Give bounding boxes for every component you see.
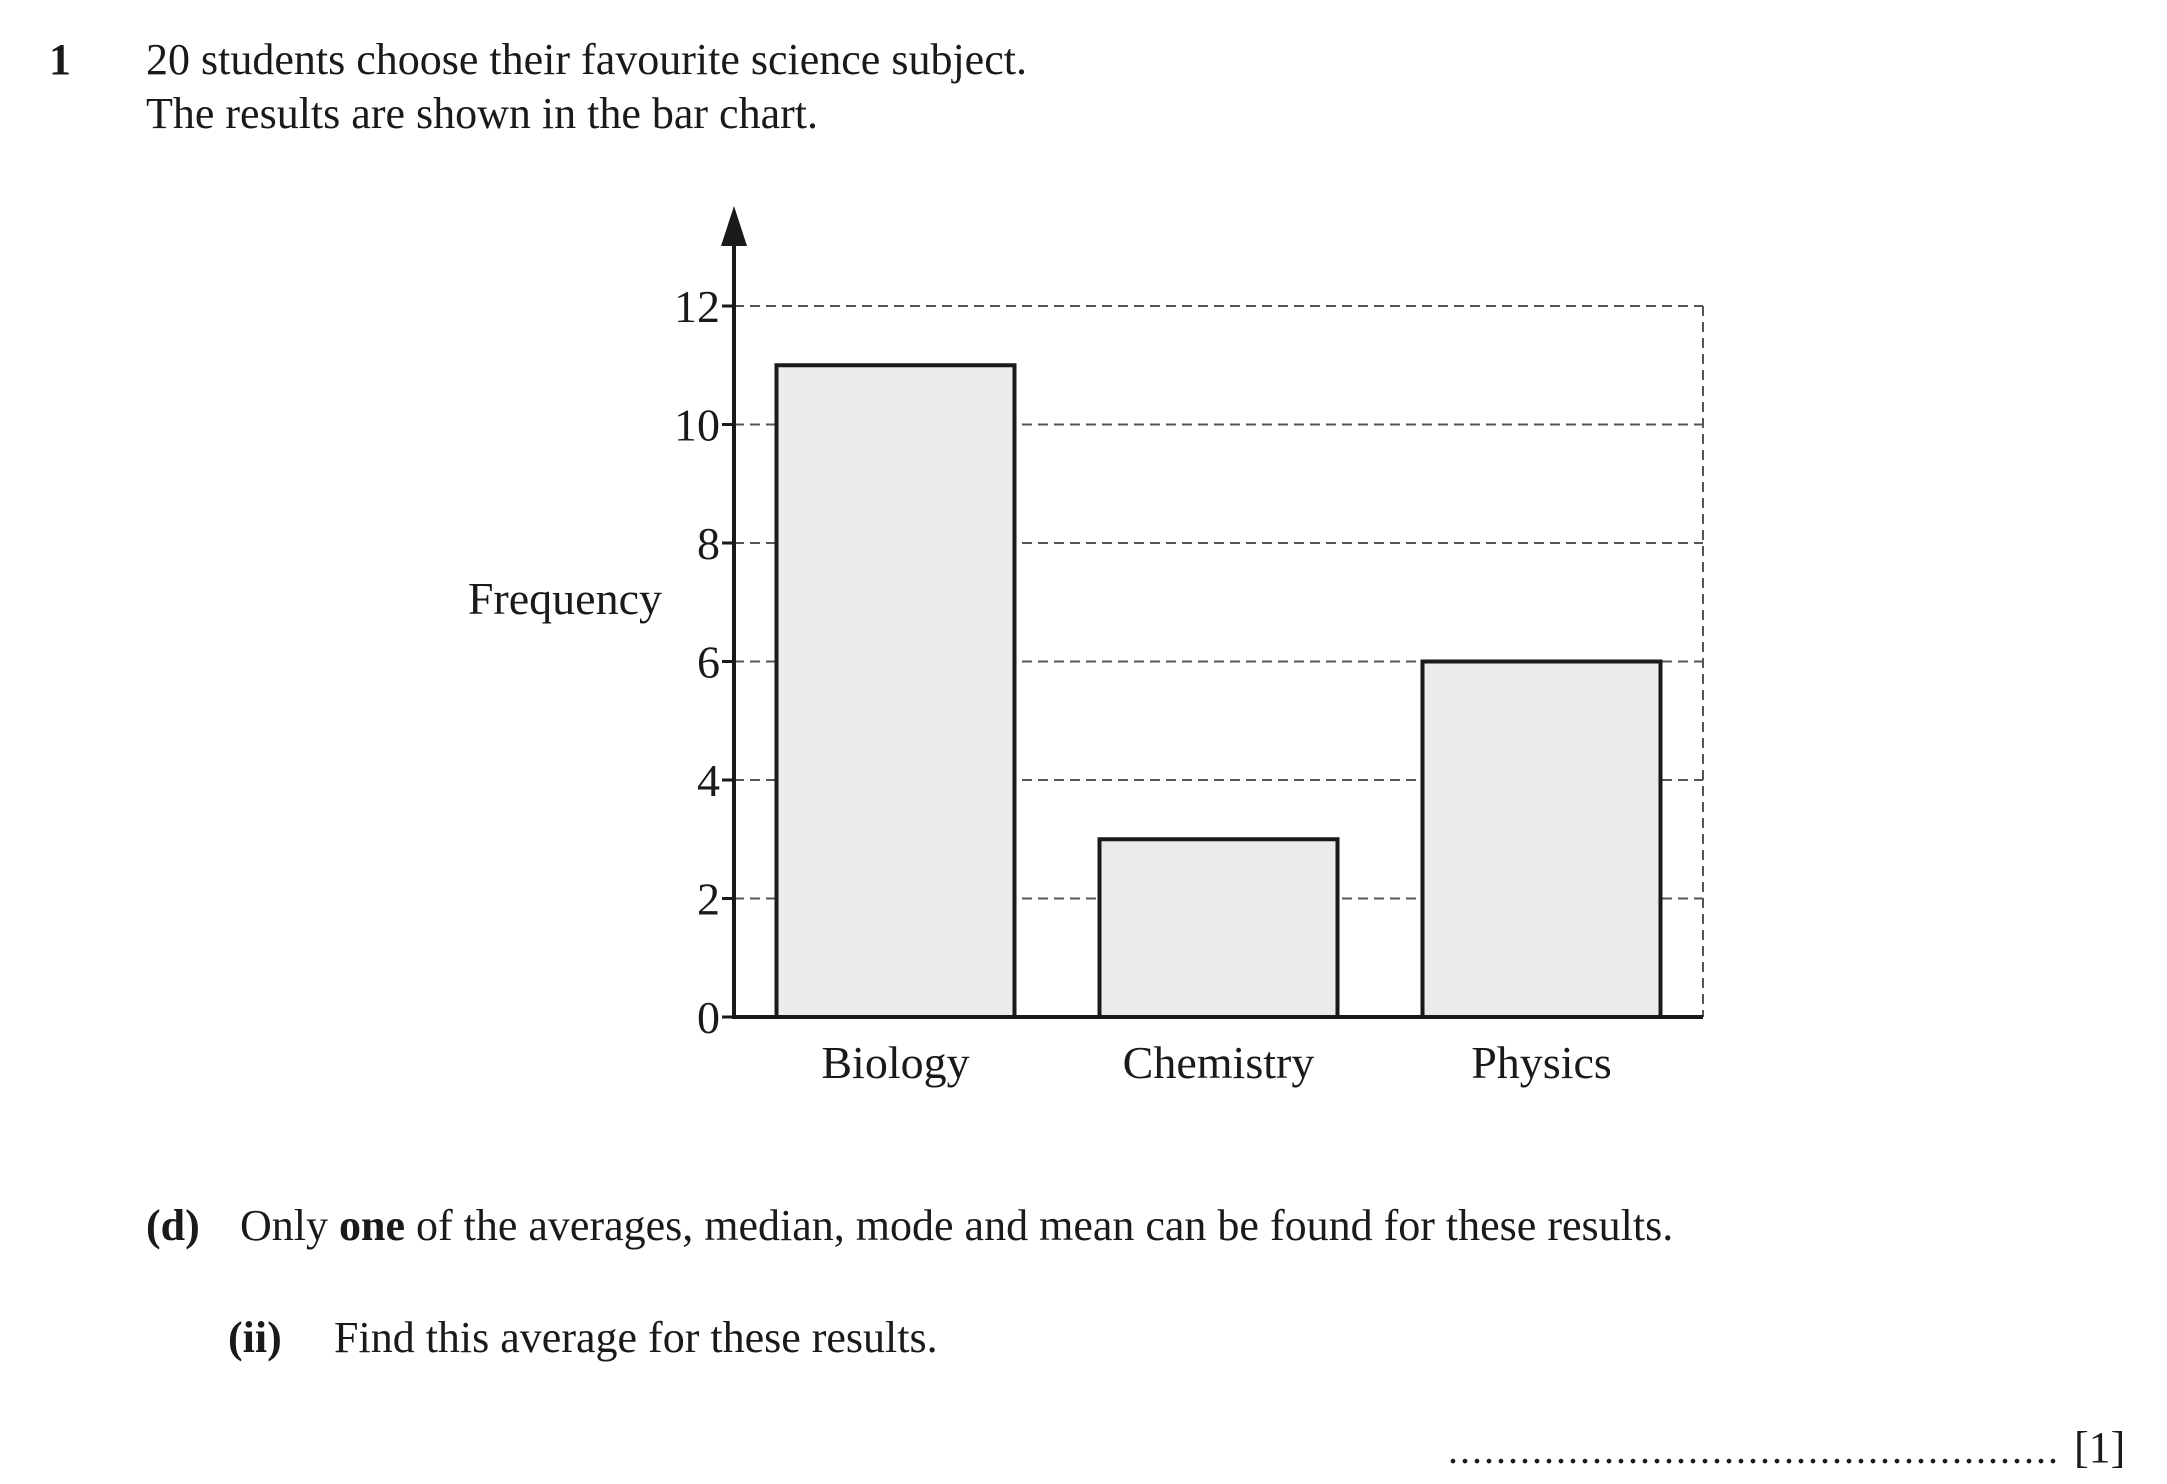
part-d-text-before: Only — [240, 1201, 339, 1250]
part-d-label: (d) — [146, 1201, 200, 1250]
bar-biology — [774, 363, 1017, 1019]
x-tick-label: Biology — [821, 1037, 969, 1088]
x-tick-label: Chemistry — [1123, 1037, 1315, 1088]
bar-chart: Biology Chemistry Physics 0 2 4 6 8 10 12 Frequenc… — [468, 206, 1704, 1088]
y-tick-label: 8 — [697, 518, 720, 569]
part-d-text-after: of the averages, median, mode and mean c… — [405, 1201, 1674, 1250]
chart-axes — [721, 206, 1703, 1019]
bar-physics — [1420, 659, 1663, 1019]
answer-line[interactable]: ........................................… — [1448, 1427, 2060, 1472]
x-tick-label: Physics — [1471, 1037, 1612, 1088]
part-ii-question: (ii) Find this average for these results. — [228, 1312, 938, 1363]
part-d-question: (d) Only one of the averages, median, mod… — [146, 1200, 1673, 1251]
y-tick-label: 2 — [697, 874, 720, 925]
part-ii-label: (ii) — [228, 1313, 282, 1362]
marks-label: [1] — [2074, 1423, 2126, 1472]
chart-labels: Biology Chemistry Physics 0 2 4 6 8 10 12 Frequenc… — [468, 281, 1612, 1088]
part-ii-text: Find this average for these results. — [334, 1313, 938, 1362]
part-d-emphasis: one — [339, 1201, 405, 1250]
bar-chemistry — [1097, 837, 1340, 1019]
y-tick-label: 4 — [697, 755, 720, 806]
y-tick-label: 0 — [697, 992, 720, 1043]
y-tick-label: 6 — [697, 637, 720, 688]
y-axis-label: Frequency — [468, 573, 662, 624]
question-text-line-1: 20 students choose their favourite scien… — [146, 35, 1027, 84]
y-tick-label: 12 — [674, 281, 720, 332]
y-tick-label: 10 — [674, 400, 720, 451]
y-axis-arrow — [721, 206, 747, 246]
question-text-line-2: The results are shown in the bar chart. — [146, 89, 818, 138]
chart-bars — [774, 363, 1663, 1019]
question-number: 1 — [49, 35, 71, 84]
